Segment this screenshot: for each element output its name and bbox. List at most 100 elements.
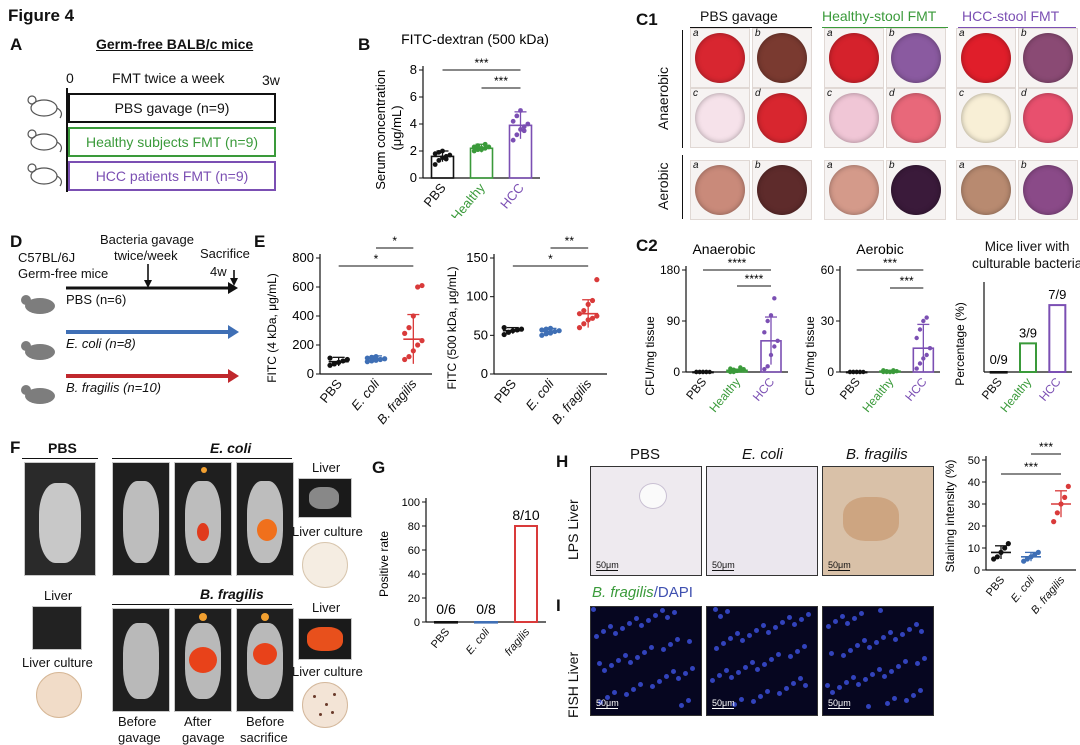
panel-a-group-healthy: Healthy subjects FMT (n=9) [68,127,276,157]
panel-f-pbs-title: PBS [48,440,77,456]
chart-e1-sig-label-0: * [374,252,379,266]
chart-b-point-0-6 [436,149,442,155]
c1-dish-letter-1-1: b [889,28,895,39]
c1-dish-tile-0-5: b [752,160,812,220]
fish-nucleus-0-25 [616,658,621,663]
panel-h-col-ecoli: E. coli [742,446,783,463]
panel-label-c1: C1 [636,10,658,29]
chart-e1-point-0-5 [327,355,333,361]
panel-d-group-ecoli: E. coli (n=8) [66,336,136,351]
panel-d-strain: C57BL/6J [18,250,76,265]
chart-c2a-point-1-7 [734,368,740,374]
panel-a-title: Germ-free BALB/c mice [96,36,254,52]
chart-b-point-0-1 [436,158,442,163]
fish-nucleus-2-28 [881,635,886,640]
chart-c2a-point-0-8 [704,369,709,375]
fish-nucleus-0-6 [613,631,618,636]
chart-e2-point-1-7 [547,325,554,331]
chart-e1-point-2-0 [402,356,408,363]
fish-nucleus-1-6 [740,638,745,643]
fish-nucleus-0-16 [683,671,688,676]
chart-b-ytick-label-0: 0 [410,170,417,185]
fish-nucleus-0-24 [679,703,684,708]
chart-e1-point-2-9 [419,282,425,289]
chart-e2-point-2-6 [581,307,587,314]
fish-nucleus-2-37 [914,622,919,627]
chart-c2c-data-label-1: 3/9 [1019,325,1037,340]
chart-e2-point-2-1 [581,321,587,327]
c1-dish-2-2 [961,93,1011,143]
chart-c2b-point-2-4 [927,346,933,351]
panel-h-col-pbs: PBS [630,446,661,463]
chart-c2a-sig-label-0: **** [728,256,747,270]
chart-e2-ytick-label-3: 150 [466,250,488,265]
panel-a-time-start: 0 [66,70,74,86]
c1-dish-tile-1-4: a [824,160,884,220]
panel-f-time-2: After [184,714,212,729]
c1-dish-tile-1-1: b [886,28,946,88]
c1-row-bar-anaerobic [682,30,683,148]
panel-i-image-pbs [590,606,702,716]
panel-f-pbs-line [22,458,98,459]
fish-nucleus-1-36 [750,660,755,665]
chart-b-point-0-5 [432,151,438,157]
fish-nucleus-2-2 [919,629,924,634]
chart-e2-point-1-6 [543,326,549,332]
chart-e1-point-1-6 [369,354,375,360]
fish-nucleus-0-29 [664,674,669,679]
chart-b-point-2-5 [510,118,516,124]
c1-dish-tile-0-3: d [752,88,812,148]
chart-e1-ytick-label-0: 0 [307,366,314,381]
chart-c2c-data-label-0: 0/9 [990,352,1008,367]
fish-nucleus-0-3 [602,668,607,673]
chart-g-bar-2 [514,525,538,623]
panel-i-image-ecoli [706,606,818,716]
chart-b-point-0-0 [432,162,438,167]
c1-dish-tile-0-2: c [690,88,750,148]
chart-c2a-point-2-3 [772,344,777,349]
panel-h-col-bfrag: B. fragilis [846,446,908,463]
c1-col-hcc: HCC-stool FMT [962,8,1060,24]
fish-nucleus-1-35 [713,607,718,612]
chart-b-point-1-3 [482,145,488,151]
chart-h-point-0-1 [994,554,1000,560]
fish-nucleus-2-17 [874,640,879,645]
chart-c2b-ylabel: CFU/mg tissue [803,316,817,396]
fish-nucleus-2-6 [867,645,872,650]
chart-b-point-2-0 [510,137,516,143]
chart-e1-sig-label-1: * [392,236,397,248]
chart-h-ytick-label-1: 10 [968,543,980,555]
fish-nucleus-1-3 [729,675,734,680]
fish-nucleus-2-14 [863,677,868,682]
fish-nucleus-0-2 [665,615,670,620]
c1-row-bar-aerobic [682,155,683,219]
panel-f-bfrag-liver-label: Liver [312,600,341,615]
panel-i-title: B. fragilis/DAPI [592,584,693,601]
chart-c2a-point-2-0 [762,366,767,372]
panel-d-sacrifice: Sacrifice [200,246,250,261]
chart-e2-point-0-4 [518,326,525,332]
fish-nucleus-0-5 [676,676,681,681]
chart-c2b-point-2-3 [924,352,929,358]
c1-dish-tile-2-1: b [1018,28,1078,88]
chart-c2b-ytick-label-2: 60 [821,263,835,277]
chart-c2c-ylabel: Percentage (%) [953,302,967,385]
chart-g-data-label-2: 8/10 [512,507,539,523]
panel-label-d: D [10,232,23,251]
c1-dish-letter-0-1: b [755,28,761,39]
chart-e1-point-2-1 [406,354,412,360]
chart-c2b-ytick-label-1: 30 [821,314,835,328]
chart-h-point-2-2 [1058,501,1064,507]
chart-c2b-point-1-8 [891,368,896,373]
fish-nucleus-0-4 [639,623,644,628]
panel-d-group-bfrag: B. fragilis (n=10) [66,380,162,395]
chart-e2-point-1-2 [547,330,554,336]
fish-nucleus-0-35 [686,698,691,703]
chart-b-point-1-1 [475,147,481,153]
panel-h-image-ecoli [706,466,818,576]
chart-c2b-point-0-5 [847,369,853,375]
panel-f-bfrag-after-image [174,608,232,712]
panel-h-scale-1-text: 50μm [596,560,619,570]
fish-nucleus-0-14 [609,663,614,668]
c1-dish-2-3 [1023,93,1073,143]
